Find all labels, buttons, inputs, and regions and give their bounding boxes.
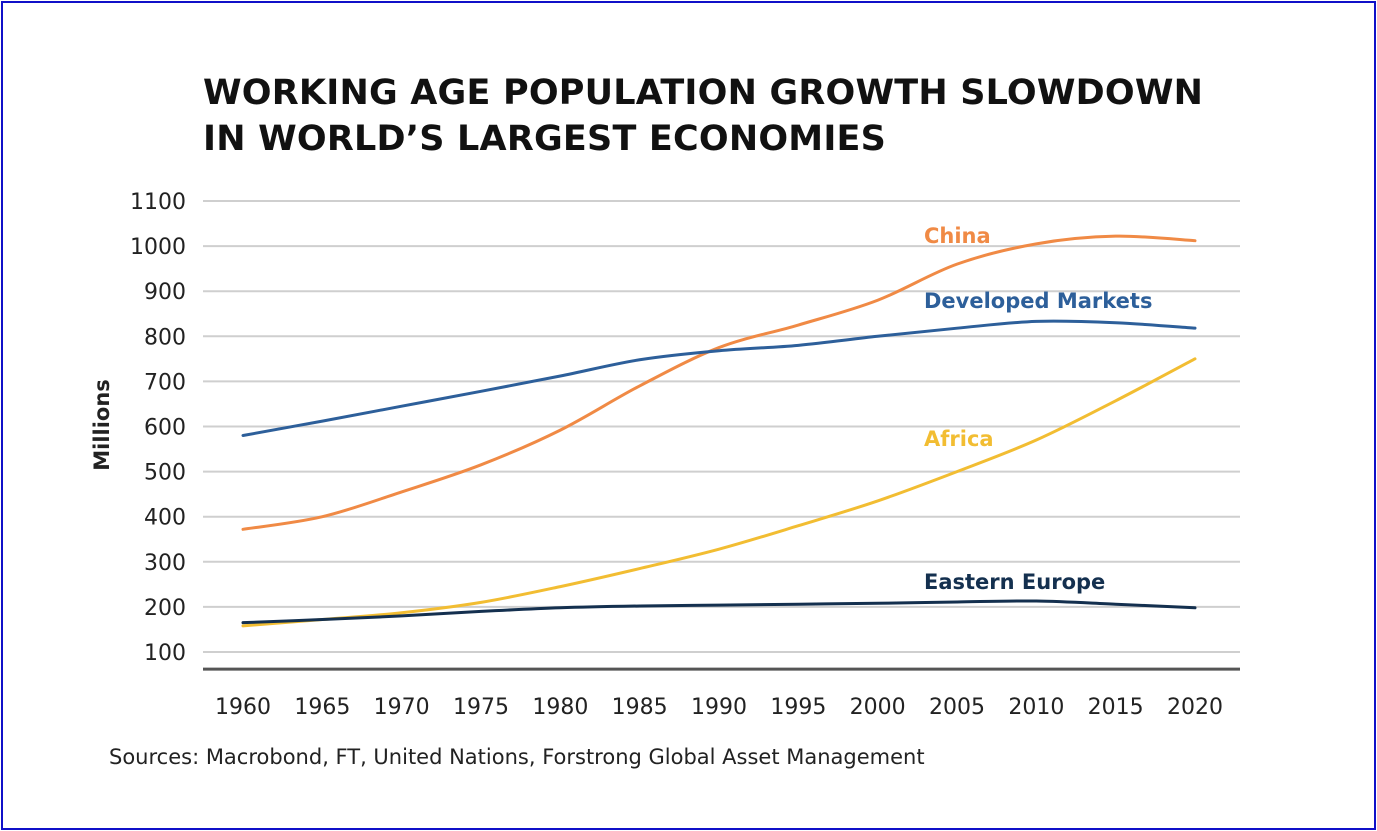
series-label-africa: Africa	[924, 427, 994, 451]
x-tick-label: 2005	[929, 695, 985, 720]
y-tick-label: 500	[144, 461, 186, 486]
x-axis-ticks: 1960 1965 1970 1975 1980 1985 1990 1995 2000 2005…	[215, 695, 1223, 720]
y-tick-label: 600	[144, 416, 186, 441]
y-axis-label: Millions	[90, 379, 114, 471]
x-tick-label: 1985	[612, 695, 668, 720]
chart-title: WORKING AGE POPULATION GROWTH SLOWDOWN I…	[203, 70, 1203, 162]
x-tick-label: 2010	[1008, 695, 1064, 720]
series-line-developed-markets	[241, 319, 1197, 438]
y-tick-label: 700	[144, 370, 186, 395]
series-lines	[241, 234, 1197, 628]
y-axis-ticks: 1100 1000 900 800 700 600 500 400 300 200 100	[130, 190, 186, 666]
x-tick-label: 1990	[691, 695, 747, 720]
gridlines	[203, 200, 1240, 653]
chart-title-line-1: WORKING AGE POPULATION GROWTH SLOWDOWN	[203, 73, 1204, 113]
x-tick-label: 2000	[850, 695, 906, 720]
x-tick-label: 2015	[1088, 695, 1144, 720]
x-tick-label: 1960	[215, 695, 271, 720]
y-tick-label: 1000	[130, 235, 186, 260]
x-tick-label: 1970	[374, 695, 430, 720]
y-tick-label: 100	[144, 641, 186, 666]
series-line-africa	[241, 357, 1197, 628]
series-label-eastern-europe: Eastern Europe	[924, 570, 1105, 594]
y-tick-label: 400	[144, 506, 186, 531]
series-label-developed-markets: Developed Markets	[924, 289, 1152, 313]
y-tick-label: 900	[144, 280, 186, 305]
x-tick-label: 1975	[453, 695, 509, 720]
x-tick-label: 1995	[770, 695, 826, 720]
series-line-china	[241, 234, 1197, 531]
series-line-eastern-europe	[241, 599, 1197, 625]
source-note: Sources: Macrobond, FT, United Nations, …	[109, 745, 925, 769]
chart-title-line-2: IN WORLD’S LARGEST ECONOMIES	[203, 119, 887, 159]
y-tick-label: 300	[144, 551, 186, 576]
series-labels: China Developed Markets Africa Eastern Euro…	[924, 224, 1152, 594]
y-tick-label: 1100	[130, 190, 186, 215]
x-tick-label: 1965	[294, 695, 350, 720]
y-tick-label: 200	[144, 596, 186, 621]
series-label-china: China	[924, 224, 991, 248]
x-tick-label: 1980	[532, 695, 588, 720]
x-tick-label: 2020	[1167, 695, 1223, 720]
y-tick-label: 800	[144, 325, 186, 350]
